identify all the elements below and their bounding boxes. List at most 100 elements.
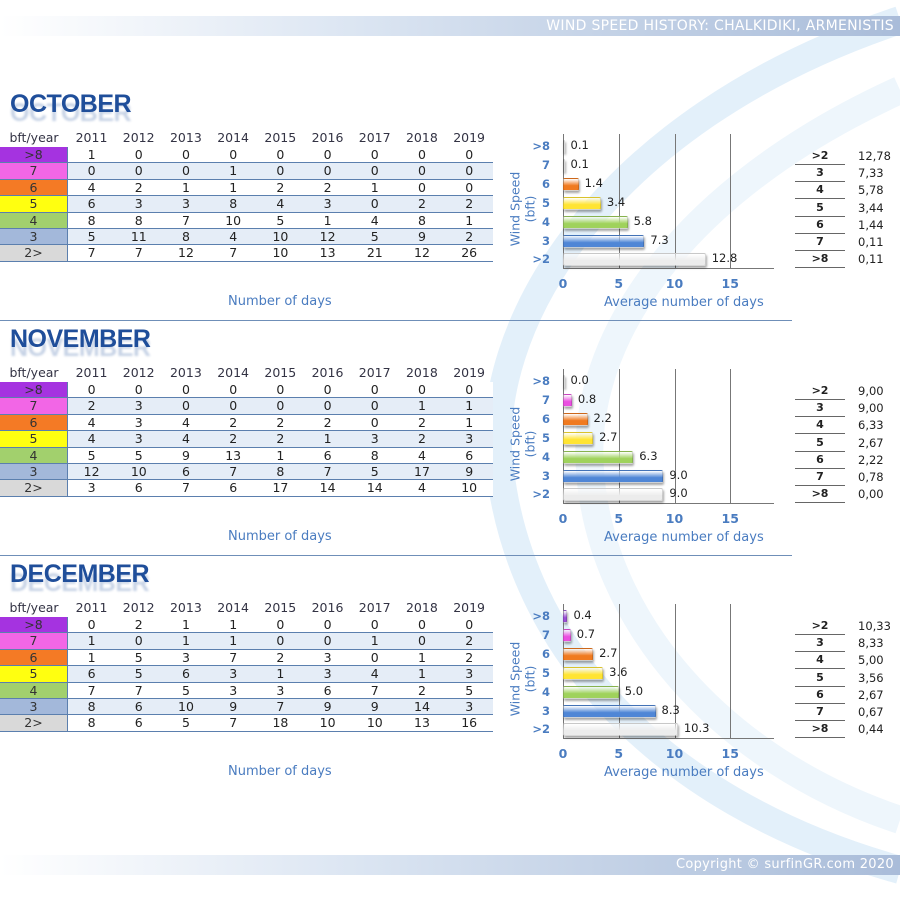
table-cell: 0 — [445, 617, 493, 634]
table-cell: 0 — [398, 382, 446, 399]
table-cell: 2 — [256, 179, 304, 197]
summary-value: 12,78 — [858, 149, 891, 163]
summary-value: 2,67 — [858, 435, 884, 450]
year-header: 2017 — [358, 600, 391, 615]
table-cell: 2 — [445, 229, 493, 246]
table-cell: 0 — [256, 633, 304, 650]
category-label: 6 — [541, 176, 550, 191]
table-cell: 5 — [115, 447, 163, 464]
table-cell: 1 — [445, 414, 493, 432]
table-cell: 0 — [398, 633, 446, 650]
table-cell: 3 — [115, 414, 163, 432]
year-header: 2016 — [311, 130, 344, 145]
table-cell: 8 — [351, 447, 399, 464]
table-cell: 0 — [351, 414, 399, 432]
summary-value: 0,00 — [858, 487, 884, 502]
table-cell: 4 — [68, 431, 116, 448]
table-cell: 3 — [209, 682, 257, 699]
x-axis — [563, 738, 774, 739]
bar-value-label: 3.6 — [609, 664, 628, 679]
category-label: 6 — [541, 646, 550, 661]
table-cell: 1 — [162, 617, 210, 634]
x-tick-label: 5 — [614, 746, 624, 761]
table-cell: 1 — [162, 633, 210, 650]
table-cell: 6 — [115, 480, 163, 497]
table-cell: 1 — [351, 633, 399, 650]
bar-gt2 — [563, 253, 706, 267]
category-label: 7 — [541, 157, 550, 172]
summary-bft: 4 — [795, 417, 845, 435]
summary-bft: 6 — [795, 452, 845, 469]
bft-label: 6 — [0, 649, 68, 667]
table-cell: 3 — [115, 398, 163, 415]
bar-3 — [563, 469, 664, 483]
table-cell: 0 — [304, 382, 352, 399]
table-cell: 2 — [398, 414, 446, 432]
summary-value: 3,56 — [858, 670, 884, 685]
summary-bft: 6 — [795, 217, 845, 234]
bar-gt8 — [563, 610, 568, 623]
table-cell: 4 — [256, 196, 304, 213]
x-tick-label: 15 — [721, 746, 739, 761]
table-cell: 0 — [68, 617, 116, 634]
bft-label: 3 — [0, 699, 68, 716]
table-cell: 5 — [115, 649, 163, 667]
table-cell: 7 — [304, 464, 352, 481]
table-cell: 2 — [445, 633, 493, 650]
table-cell: 2 — [398, 196, 446, 213]
x-tick-label: 15 — [721, 511, 739, 526]
year-header: 2014 — [217, 130, 249, 145]
table-cell: 1 — [68, 633, 116, 650]
x-tick-label: 10 — [665, 746, 684, 761]
x-tick-label: 10 — [665, 276, 684, 291]
table-cell: 0 — [209, 398, 257, 415]
year-header: 2017 — [358, 130, 391, 145]
table-cell: 2 — [256, 414, 304, 432]
table-cell: 0 — [398, 617, 446, 634]
table-cell: 3 — [115, 431, 163, 448]
table-cell: 0 — [304, 617, 352, 634]
x-tick-label: 10 — [665, 511, 684, 526]
bar-4 — [563, 450, 634, 464]
bar-value-label: 9.0 — [669, 467, 688, 482]
year-header: 2011 — [75, 365, 108, 380]
summary-value: 10,33 — [858, 619, 891, 633]
table-cell: 2 — [445, 196, 493, 213]
table-cell: 0 — [351, 147, 399, 164]
bft-label: 4 — [0, 212, 68, 229]
table-cell: 0 — [256, 163, 304, 180]
table-cell: 13 — [398, 715, 446, 732]
gridline — [618, 134, 620, 268]
table-cell: 0 — [115, 382, 163, 399]
bar-value-label: 10.3 — [683, 721, 710, 736]
x-tick-label: 5 — [614, 276, 624, 291]
table-cell: 0 — [68, 163, 116, 180]
table-cell: 0 — [398, 163, 446, 180]
bft-label: 7 — [0, 163, 68, 180]
table-cell: 2 — [256, 649, 304, 667]
bar-value-label: 0.8 — [577, 391, 597, 406]
year-header: 2019 — [453, 130, 485, 145]
bar-6 — [563, 647, 594, 661]
bft-label: >8 — [0, 382, 68, 399]
table-cell: 6 — [162, 666, 210, 683]
table-cell: 5 — [351, 229, 399, 246]
category-label: >8 — [532, 374, 550, 388]
table-cell: 2 — [398, 682, 446, 699]
table-cell: 1 — [256, 447, 304, 464]
table-cell: 0 — [304, 398, 352, 415]
table-cell: 2 — [115, 179, 163, 197]
table-cell: 0 — [68, 382, 116, 399]
table-cell: 0 — [351, 649, 399, 667]
x-tick-label: 0 — [558, 746, 568, 761]
table-cell: 1 — [209, 179, 257, 197]
table-cell: 7 — [162, 480, 210, 497]
table-cell: 12 — [304, 229, 352, 246]
table-cell: 1 — [162, 179, 210, 197]
bar-value-label: 2.2 — [593, 410, 612, 425]
year-header: 2013 — [169, 130, 202, 145]
bar-3 — [563, 234, 645, 248]
table-cell: 10 — [115, 464, 163, 481]
summary-value: 9,00 — [858, 401, 884, 416]
chart-xlabel: Average number of days — [604, 765, 764, 780]
